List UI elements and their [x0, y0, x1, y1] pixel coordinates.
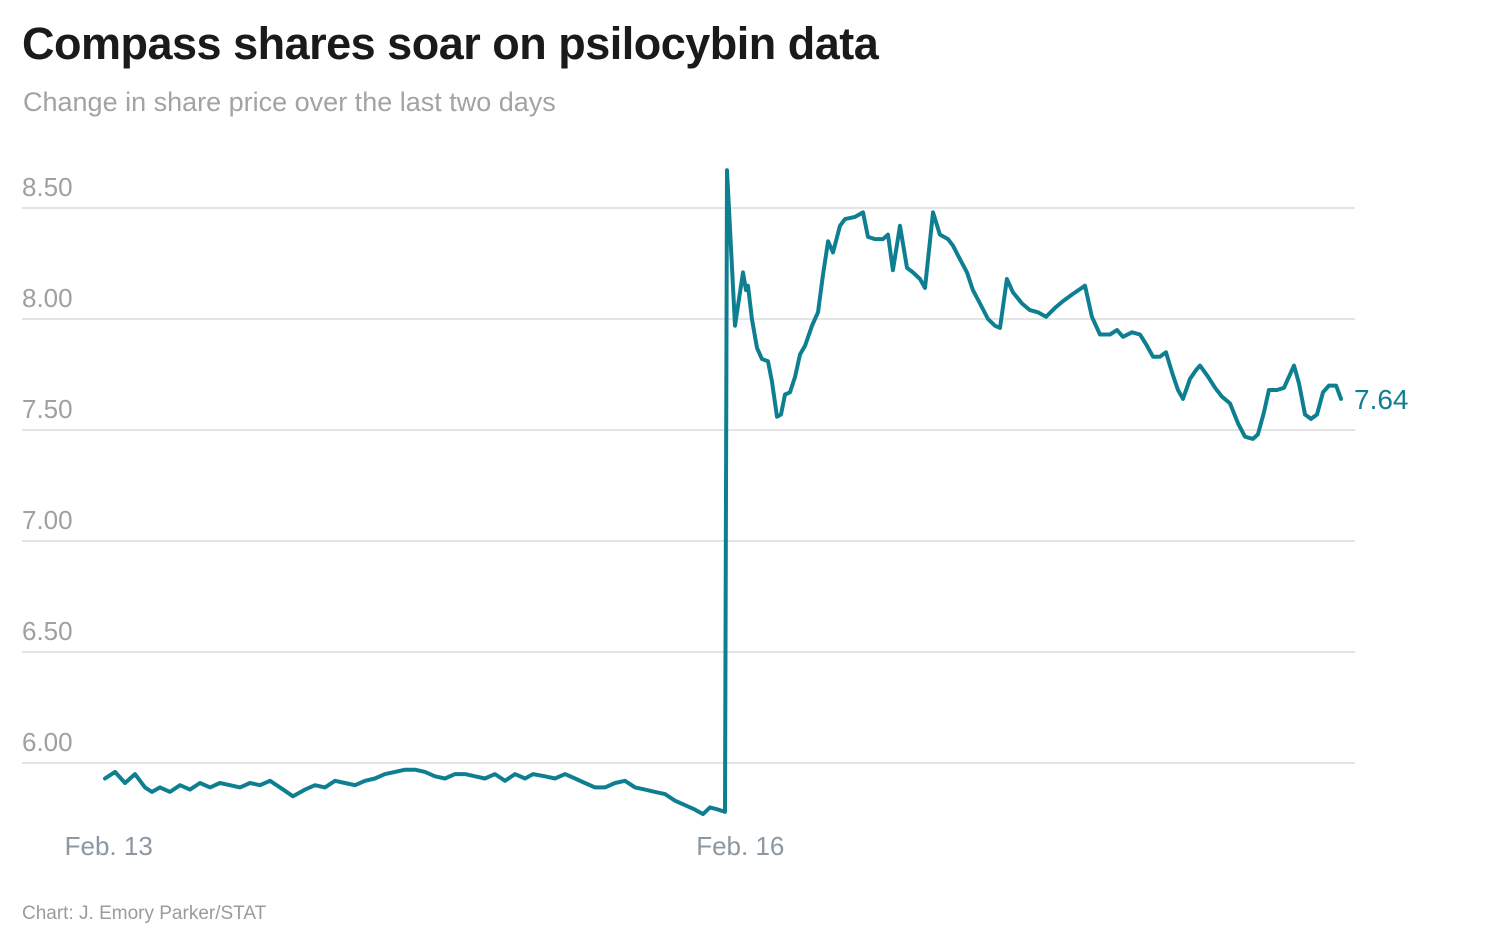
y-tick-label: 7.00 [22, 505, 73, 535]
price-line [103, 168, 1343, 817]
y-tick-label: 7.50 [22, 394, 73, 424]
chart-title: Compass shares soar on psilocybin data [22, 18, 879, 69]
chart-credit: Chart: J. Emory Parker/STAT [22, 903, 267, 924]
chart-subtitle: Change in share price over the last two … [23, 87, 556, 117]
y-tick-label: 6.50 [22, 616, 73, 646]
y-tick-label: 6.00 [22, 727, 73, 757]
x-tick-label: Feb. 13 [65, 831, 153, 861]
end-value-label: 7.64 [1354, 384, 1409, 415]
x-tick-label: Feb. 16 [696, 831, 784, 861]
y-tick-label: 8.00 [22, 283, 73, 313]
y-tick-label: 8.50 [22, 172, 73, 202]
